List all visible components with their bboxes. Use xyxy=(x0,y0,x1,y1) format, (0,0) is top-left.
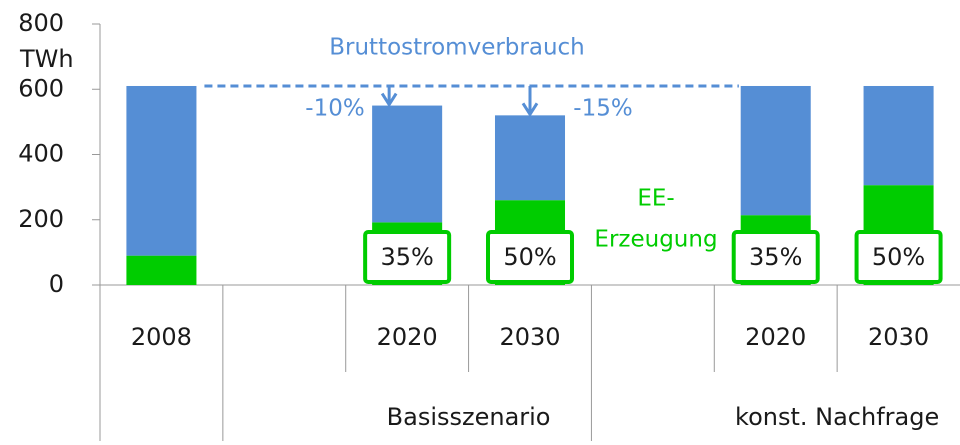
bar-segment xyxy=(494,115,566,201)
share-box xyxy=(486,230,574,284)
x-tick-label: 2020 xyxy=(745,323,806,351)
x-tick-label: 2020 xyxy=(377,323,438,351)
share-label: 50% xyxy=(872,243,925,271)
annotation: -15% xyxy=(573,96,632,122)
y-tick-label: 800 xyxy=(18,9,64,37)
annotation: Erzeugung xyxy=(594,227,717,253)
arrow-head xyxy=(521,102,539,118)
share-label: 50% xyxy=(503,243,556,271)
share-box xyxy=(854,230,943,284)
share-label: 35% xyxy=(380,243,433,271)
y-axis-label: TWh xyxy=(19,45,74,73)
y-tick-label: 0 xyxy=(49,270,64,298)
x-tick-label: 2008 xyxy=(131,323,192,351)
bar-segment xyxy=(740,85,811,216)
share-box xyxy=(731,230,820,284)
bar-segment xyxy=(863,85,934,186)
share-label: 35% xyxy=(749,243,802,271)
annotation: Bruttostromverbrauch xyxy=(329,35,585,61)
bar-segment xyxy=(126,255,197,285)
group-label: konst. Nachfrage xyxy=(735,403,939,431)
y-tick-label: 200 xyxy=(18,205,64,233)
arrow-head xyxy=(380,92,398,108)
bar-segment xyxy=(126,85,197,256)
y-tick-label: 600 xyxy=(18,74,64,102)
bar-segment xyxy=(372,105,443,223)
annotation: EE- xyxy=(637,186,674,212)
group-label: Basisszenario xyxy=(387,403,551,431)
annotation: -10% xyxy=(305,96,364,122)
share-box xyxy=(363,230,452,284)
y-tick-label: 400 xyxy=(18,140,64,168)
x-tick-label: 2030 xyxy=(499,323,560,351)
x-tick-label: 2030 xyxy=(868,323,929,351)
